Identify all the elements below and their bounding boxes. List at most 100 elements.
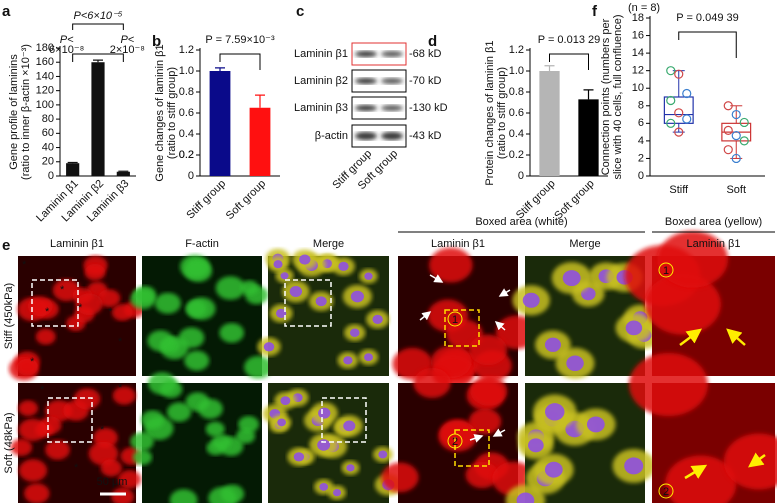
data-point [666,95,676,106]
nucleus [318,407,331,419]
cell [10,438,33,456]
blot-band [381,78,403,84]
cell [100,459,122,477]
annotation: 2×10⁻⁸ [110,44,145,56]
blot-frame [351,42,407,66]
cell [185,300,207,318]
cell [205,421,225,437]
data-point [674,127,684,137]
cell [147,330,174,352]
panel-label: b [152,33,161,50]
data-point [739,136,749,146]
cell [208,486,237,503]
nucleus [263,342,275,352]
marker: * [100,424,105,436]
y-tick-label: 18 [632,12,644,24]
x-tick-label: Soft [726,184,746,196]
cell [215,276,246,300]
panel-label: e [2,237,10,254]
arrow [679,328,702,346]
callout: 1 [663,265,669,277]
bar [578,99,599,176]
data-point [723,125,733,135]
data-point [739,117,749,128]
data-point [666,66,676,76]
cell [112,386,136,405]
callout-circle [447,311,463,327]
cell [413,368,451,398]
nucleus [378,450,388,459]
data-point [723,101,733,111]
nucleus [299,254,311,265]
annotation: P = 0.049 39 [676,12,739,24]
zoom-box [31,279,79,327]
arrow [494,321,506,331]
y-tick-label: 0.6 [179,107,194,119]
cell [628,352,708,417]
group-header: Boxed area (white) [475,216,567,228]
cell [465,461,499,489]
nucleus [280,272,289,280]
y-tick-label: 0.4 [179,128,194,140]
nucleus [273,260,283,269]
cell [18,459,48,482]
cell [644,273,721,335]
cell [428,247,473,283]
annotation: 6×10⁻⁸ [49,44,84,56]
nucleus [293,452,305,462]
error-bar [118,170,129,172]
callout: 2 [663,486,669,498]
row-label: Soft (48kPa) [3,412,15,473]
callout-circle [658,483,674,499]
blot-band [355,132,377,140]
y-tick-label: 20 [42,156,54,168]
y-tick-label: 100 [36,99,54,111]
annotation: P = 7.59×10⁻³ [205,34,275,46]
column-header: F-actin [185,238,219,250]
panel-label: a [2,3,11,20]
nucleus [528,438,544,453]
error-bar [215,67,225,71]
nucleus [364,272,373,280]
nucleus [545,403,565,421]
y-tick-label: 0 [48,170,54,182]
arrow [492,428,506,437]
box [663,96,694,124]
panel-label: f [592,3,598,20]
panel-label: d [428,33,437,50]
nucleus [562,270,581,287]
callout-circle [658,262,674,278]
data-point [674,69,684,79]
column-header: Merge [569,238,600,250]
arrow [469,434,484,443]
blot-row-label: Laminin β2 [294,75,348,87]
x-tick-label: Stiff group [184,178,228,222]
data-point [731,131,741,141]
cell [166,402,192,422]
bar [249,107,271,176]
bar [209,71,231,176]
bracket [72,23,124,30]
annotation: (n = 8) [628,2,660,14]
arrow [684,464,708,480]
nucleus [544,337,561,352]
annotation: P< [120,34,134,46]
nucleus [624,457,644,475]
nucleus [315,296,327,307]
column-header: Laminin β1 [686,238,740,250]
marker: * [78,302,83,314]
nucleus [516,492,535,503]
annotation: P<6×10⁻⁵ [74,10,123,22]
cell [140,410,165,429]
y-tick-label: 1.2 [509,44,524,56]
y-axis-label: Gene profile of laminins [8,54,20,170]
marker: * [74,462,79,474]
y-tick-label: 2 [638,152,644,164]
cell [238,415,260,433]
zoom-box [321,397,367,443]
data-point [666,118,676,128]
error-bar [583,89,594,100]
marker: * [108,306,113,318]
y-tick-label: 140 [36,70,54,82]
cell [211,434,231,450]
